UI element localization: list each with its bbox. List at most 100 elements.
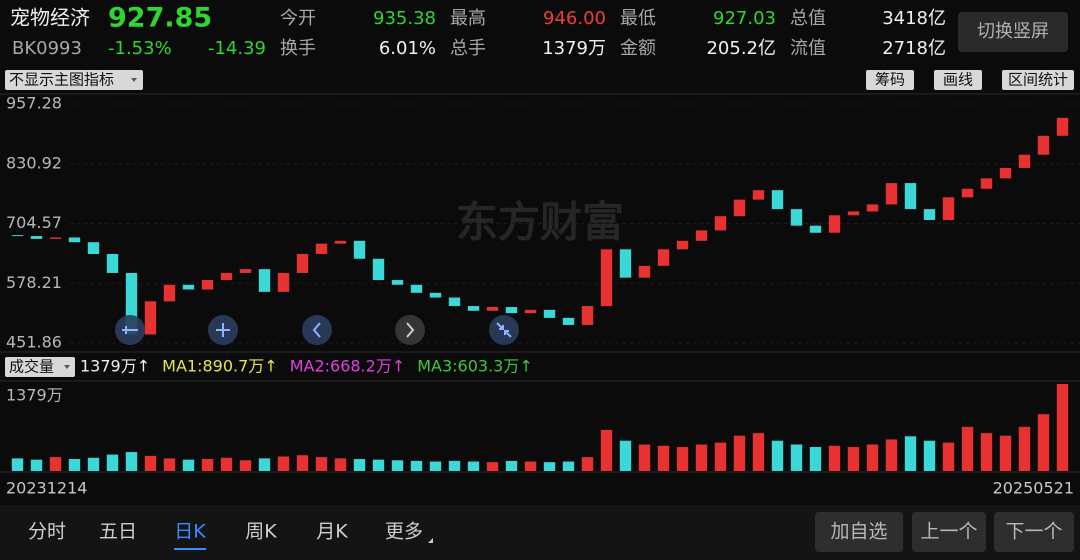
- volume-bar: [866, 444, 879, 471]
- candle-body: [600, 249, 613, 307]
- volume-bar: [372, 459, 385, 471]
- volume-bar: [904, 436, 917, 471]
- action-button-label[interactable]: 加自选: [830, 521, 887, 543]
- volume-bar: [429, 461, 442, 471]
- icon-plus: [216, 323, 230, 337]
- candle-body: [790, 209, 803, 226]
- period-tab[interactable]: 更多: [385, 521, 423, 543]
- toolbar-button-label[interactable]: 画线: [943, 71, 973, 89]
- volume-bar: [505, 460, 518, 471]
- toolbar-button[interactable]: [1002, 70, 1074, 90]
- chart-nav-button[interactable]: [395, 315, 425, 345]
- toolbar-button[interactable]: [934, 70, 982, 90]
- candle-body: [49, 237, 62, 239]
- candle-body: [239, 269, 252, 273]
- action-button[interactable]: [815, 512, 903, 552]
- stat-label: 最高: [450, 8, 486, 29]
- rotate-button-label[interactable]: 切换竖屏: [977, 21, 1049, 42]
- volume-bar: [334, 458, 347, 471]
- action-button-label[interactable]: 下一个: [1005, 521, 1062, 543]
- candle-body: [68, 237, 81, 243]
- volume-bar: [790, 444, 803, 471]
- volume-bar: [752, 433, 765, 471]
- toolbar-button-label[interactable]: 筹码: [875, 71, 905, 89]
- candle-body: [752, 190, 765, 200]
- volume-bar: [638, 444, 651, 471]
- candle-body: [980, 178, 993, 189]
- volume-bar: [999, 435, 1012, 471]
- volume-bar: [619, 440, 632, 471]
- period-tab[interactable]: 五日: [99, 521, 137, 543]
- chart-nav-button[interactable]: [302, 315, 332, 345]
- volume-bar: [11, 458, 24, 471]
- volume-bar: [1037, 414, 1050, 471]
- volume-bar: [448, 460, 461, 471]
- stat-value: 6.01%: [379, 38, 436, 59]
- volume-bar: [315, 457, 328, 471]
- candle-body: [372, 258, 385, 281]
- dropdown-arrow: [131, 78, 137, 82]
- more-arrow: [428, 538, 433, 543]
- candle-body: [562, 317, 575, 325]
- volume-select[interactable]: [5, 357, 75, 377]
- volume-bar: [562, 461, 575, 471]
- volume-bar: [695, 444, 708, 471]
- period-tab[interactable]: 分时: [28, 521, 66, 543]
- candle-body: [619, 249, 632, 278]
- volume-bar: [201, 459, 214, 471]
- indicator-select-label[interactable]: 不显示主图指标: [9, 71, 114, 89]
- change-amount: -14.39: [208, 38, 266, 59]
- candle-body: [942, 197, 955, 220]
- volume-bar: [942, 442, 955, 471]
- period-tab[interactable]: 周K: [245, 521, 277, 543]
- toolbar-button-label[interactable]: 区间统计: [1008, 71, 1068, 89]
- volume-legend: MA1:890.7万↑: [162, 357, 278, 376]
- volume-bar: [961, 426, 974, 471]
- stock-price: 927.85: [108, 3, 212, 34]
- volume-bar: [809, 447, 822, 471]
- candle-body: [201, 280, 214, 290]
- period-tab[interactable]: 日K: [174, 521, 206, 543]
- candle-body: [353, 240, 366, 259]
- rotate-button[interactable]: [958, 12, 1068, 52]
- stat-label: 今开: [280, 8, 316, 29]
- icon-left: [312, 322, 321, 338]
- indicator-select[interactable]: [5, 70, 143, 90]
- icon-shrink: [496, 322, 512, 338]
- volume-bar: [1056, 384, 1069, 471]
- candle-body: [182, 284, 195, 290]
- volume-bar: [923, 440, 936, 471]
- candle-body: [258, 269, 271, 292]
- candle-body: [277, 272, 290, 292]
- action-button-label[interactable]: 上一个: [920, 521, 977, 543]
- action-button[interactable]: [912, 512, 986, 552]
- candle-body: [676, 240, 689, 250]
- chart-nav-button[interactable]: [489, 315, 519, 345]
- toolbar-button[interactable]: [866, 70, 914, 90]
- volume-bar: [410, 460, 423, 471]
- volume-legend: MA2:668.2万↑: [290, 357, 406, 376]
- candle-body: [904, 183, 917, 210]
- volume-select-label[interactable]: 成交量: [9, 358, 54, 376]
- y-tick-label: 704.57: [6, 213, 62, 232]
- volume-bar: [543, 462, 556, 471]
- volume-bar: [163, 458, 176, 471]
- y-tick-label: 957.28: [6, 94, 62, 113]
- candle-body: [638, 265, 651, 278]
- volume-bar: [714, 442, 727, 471]
- volume-bar: [68, 459, 81, 471]
- volume-bar: [676, 447, 689, 471]
- y-tick-label: 830.92: [6, 153, 62, 172]
- candle-body: [524, 309, 537, 314]
- volume-bar: [87, 457, 100, 471]
- volume-bar: [847, 447, 860, 471]
- period-tab[interactable]: 月K: [316, 521, 348, 543]
- volume-bar: [353, 459, 366, 471]
- candle-body: [391, 280, 404, 285]
- action-button[interactable]: [994, 512, 1074, 552]
- candle-body: [1018, 154, 1031, 168]
- volume-bar: [277, 456, 290, 471]
- candle-body: [961, 188, 974, 198]
